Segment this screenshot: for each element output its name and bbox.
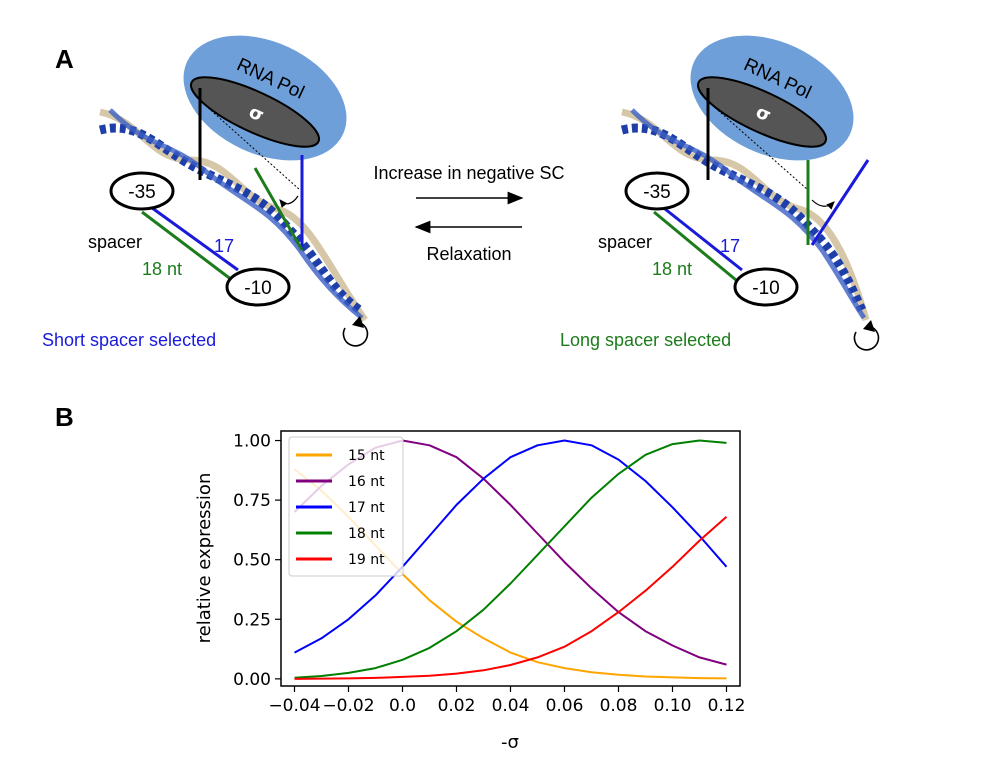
panel-b-letter: B [55, 402, 74, 432]
sigma-factor-right [696, 76, 828, 148]
series-line-2 [294, 439, 728, 654]
series-line-3 [294, 439, 727, 679]
panel-a-letter: A [55, 44, 74, 74]
short-length-label-left: 17 [214, 236, 234, 256]
y-tick-label: 0.50 [233, 551, 271, 571]
long-length-label-left: 18 nt [142, 259, 182, 279]
right-schematic: RNA Pol σ -35 -10 spacer 17 18 nt Long s… [560, 35, 880, 351]
left-schematic: RNA Pol σ -35 -10 spacer 17 18 nt Short … [42, 35, 369, 350]
rotation-arrow-right-icon [853, 325, 880, 351]
y-axis-label: relative expression [194, 473, 215, 644]
box-minus10-left [225, 267, 291, 307]
forward-label: Increase in negative SC [373, 163, 564, 183]
box-minus35-left [109, 171, 175, 211]
y-tick-label: 0.25 [233, 610, 271, 630]
legend: 15 nt 16 nt 17 nt 18 nt 19 nt [288, 436, 404, 577]
box-minus10-right [733, 267, 799, 307]
series-line-4 [294, 516, 728, 680]
x-axis-label: -σ [501, 732, 519, 753]
x-tick-label: 0.08 [600, 696, 638, 716]
x-axis: −0.04 −0.02 0.0 0.02 0.04 0.06 0.08 0.10 0.12 [268, 686, 745, 716]
reverse-label: Relaxation [426, 244, 511, 264]
x-tick-label: 0.02 [438, 696, 476, 716]
rotation-arrow-left-icon [342, 321, 369, 347]
y-tick-label: 0.75 [233, 491, 271, 511]
y-tick-label: 0.00 [233, 670, 271, 690]
x-tick-label: 0.12 [708, 696, 746, 716]
transition-arrows: Increase in negative SC Relaxation [373, 163, 564, 264]
short-length-label-right: 17 [720, 236, 740, 256]
left-caption: Short spacer selected [42, 330, 216, 350]
x-tick-label: −0.04 [268, 696, 320, 716]
long-length-label-right: 18 nt [652, 259, 692, 279]
legend-entry-4: 19 nt [348, 552, 385, 568]
legend-entry-0: 15 nt [348, 448, 385, 464]
legend-entry-3: 18 nt [348, 526, 385, 542]
box-minus35-label-left: -35 [128, 182, 155, 203]
box-minus10-label-left: -10 [244, 278, 271, 299]
box-minus10-label-right: -10 [752, 278, 779, 299]
right-caption: Long spacer selected [560, 330, 731, 350]
x-tick-label: 0.06 [546, 696, 584, 716]
legend-entry-1: 16 nt [348, 474, 385, 490]
box-minus35-label-right: -35 [643, 182, 670, 203]
spacer-label-right: spacer [598, 232, 652, 252]
x-tick-label: 0.0 [389, 696, 416, 716]
legend-box [288, 436, 404, 577]
x-tick-label: −0.02 [322, 696, 374, 716]
y-axis: 0.00 0.25 0.50 0.75 1.00 [233, 432, 281, 690]
dna-helix-left [98, 108, 368, 323]
x-tick-label: 0.10 [654, 696, 692, 716]
box-minus35-right [624, 171, 690, 211]
spacer-label-left: spacer [88, 232, 142, 252]
legend-entry-2: 17 nt [348, 500, 385, 516]
expression-chart: −0.04 −0.02 0.0 0.02 0.04 0.06 0.08 0.10 0.12 0.… [194, 430, 745, 753]
sigma-factor-left [189, 76, 321, 148]
x-tick-label: 0.04 [492, 696, 530, 716]
dna-helix-right [620, 108, 870, 321]
y-tick-label: 1.00 [233, 432, 271, 452]
